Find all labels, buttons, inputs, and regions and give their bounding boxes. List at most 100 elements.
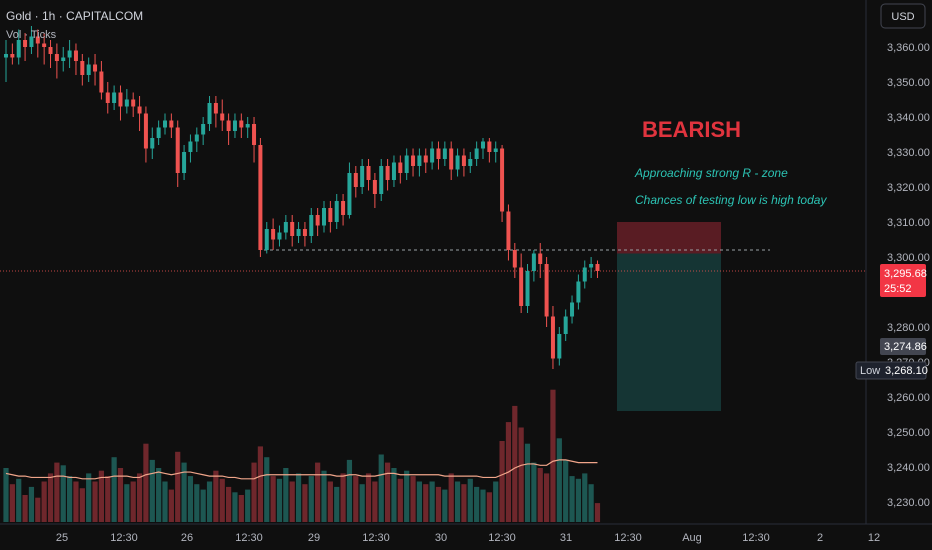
volume-bar [544, 473, 550, 522]
candle [544, 257, 549, 327]
candle [589, 257, 594, 278]
candle-body [232, 120, 237, 131]
candle [143, 106, 148, 163]
candle-body [150, 138, 155, 149]
candle [99, 61, 104, 100]
marker-price-value: 3,274.86 [884, 341, 927, 353]
current-price-badge: 3,295.68 25:52 [880, 264, 927, 297]
price-tick-label: 3,300.00 [887, 252, 930, 264]
candle [16, 29, 21, 65]
candle-body [360, 166, 365, 187]
candle [417, 148, 422, 177]
candle-body [474, 148, 479, 159]
volume-bar [219, 478, 225, 522]
candle-body [423, 155, 428, 163]
candle [366, 159, 371, 191]
candle [48, 40, 53, 68]
volume-bar [130, 481, 136, 522]
candle-body [322, 208, 326, 226]
candle [86, 57, 91, 82]
candle [576, 274, 581, 310]
volume-bar [340, 473, 346, 522]
time-axis[interactable]: 25 12:30 26 12:30 29 12:30 30 12:30 31 12:30 Aug 12… [56, 532, 880, 544]
volume-bar [168, 489, 174, 522]
volume-bar [575, 478, 581, 522]
position-tool[interactable] [617, 222, 721, 411]
volume-bar [442, 489, 448, 522]
volume-bar [22, 495, 28, 522]
candle-body [302, 229, 307, 236]
currency-button[interactable]: USD [880, 3, 926, 29]
volume-indicator-label: Vol · Ticks [6, 29, 57, 41]
volume-bar [251, 462, 257, 522]
time-tick-label: 12:30 [614, 532, 642, 544]
volume-bar [105, 476, 111, 522]
candle [423, 148, 428, 173]
candle-body [23, 40, 28, 47]
price-tick-label: 3,310.00 [887, 217, 930, 229]
candle-body [137, 106, 142, 114]
stop-loss-zone[interactable] [617, 222, 721, 254]
candle-body [143, 113, 148, 149]
time-tick-label: 26 [181, 532, 193, 544]
candle-body [283, 222, 288, 233]
candle [42, 33, 47, 65]
candle-body [258, 145, 263, 250]
candle-body [411, 155, 416, 166]
time-tick-label: 29 [308, 532, 320, 544]
volume-bar [582, 473, 588, 522]
candle-body [118, 92, 123, 107]
candle-body [29, 36, 34, 47]
volume-bar [397, 478, 403, 522]
candle [29, 26, 34, 54]
volume-bar [435, 486, 442, 522]
candle-body [93, 64, 98, 72]
volume-bar [372, 481, 378, 522]
symbol-title: Gold · 1h · CAPITALCOM [6, 9, 143, 23]
price-tick-label: 3,260.00 [887, 392, 930, 404]
candle [220, 99, 225, 131]
candle-body [372, 180, 377, 194]
candle [309, 208, 314, 243]
candle-body [589, 264, 594, 268]
low-price-badge-bg [855, 361, 927, 380]
candle [315, 208, 320, 236]
candle-body [54, 54, 59, 61]
candle-body [271, 229, 276, 240]
candle-body [80, 61, 85, 75]
candle-body [105, 92, 110, 103]
candle-countdown: 25:52 [884, 283, 912, 295]
volume-bar [429, 481, 435, 522]
candle [93, 54, 98, 86]
volume-bar [117, 468, 124, 522]
low-price-badge: Low 3,268.10 [855, 361, 928, 380]
candle [277, 225, 282, 247]
candle [73, 43, 78, 75]
time-tick-label: 12:30 [742, 532, 770, 544]
candle [67, 40, 72, 68]
take-profit-zone[interactable] [617, 253, 721, 412]
candle [302, 222, 307, 247]
candle [131, 92, 136, 117]
candle [404, 148, 409, 180]
candle [258, 138, 263, 257]
candles [4, 26, 600, 369]
candle-body [538, 253, 543, 264]
candle [334, 194, 339, 229]
currency-button-frame[interactable] [880, 3, 926, 29]
volume-bar [86, 473, 92, 522]
marker-price-badge: 3,274.86 [880, 338, 927, 355]
candle-body [436, 148, 441, 159]
candle-body [188, 141, 193, 152]
price-axis[interactable]: 3,360.00 3,350.00 3,340.00 3,330.00 3,320.00… [887, 42, 930, 509]
candle-body [169, 120, 174, 128]
volume-bar [588, 484, 594, 522]
volume-bar [98, 470, 104, 522]
candle [207, 96, 212, 131]
volume-bar [327, 481, 333, 522]
price-tick-label: 3,320.00 [887, 182, 930, 194]
price-tick-label: 3,240.00 [887, 462, 930, 474]
volume-bar [35, 497, 41, 522]
